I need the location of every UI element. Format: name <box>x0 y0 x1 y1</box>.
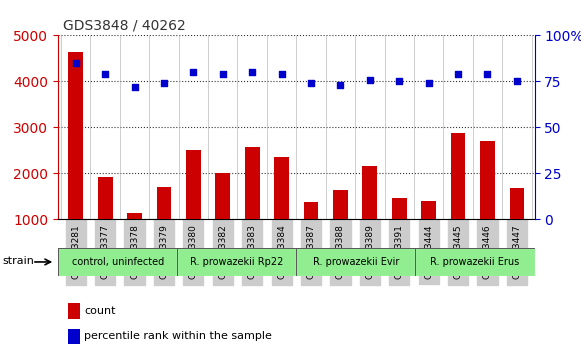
Bar <box>304 202 318 266</box>
Point <box>101 71 110 77</box>
Bar <box>186 149 200 266</box>
Text: R. prowazekii Evir: R. prowazekii Evir <box>313 257 399 267</box>
Bar <box>421 201 436 266</box>
Point <box>306 80 315 86</box>
Point <box>424 80 433 86</box>
Point <box>277 71 286 77</box>
Bar <box>67 329 80 344</box>
Point <box>159 80 168 86</box>
Bar <box>127 212 142 266</box>
Bar <box>333 190 348 266</box>
Bar <box>510 188 524 266</box>
Bar <box>245 147 260 266</box>
Bar <box>98 177 113 266</box>
Point <box>365 77 375 82</box>
Text: percentile rank within the sample: percentile rank within the sample <box>84 331 272 341</box>
FancyBboxPatch shape <box>415 248 535 276</box>
Bar <box>157 187 171 266</box>
Point <box>394 79 404 84</box>
Text: R. prowazekii Rp22: R. prowazekii Rp22 <box>190 257 284 267</box>
Text: strain: strain <box>3 256 35 266</box>
Bar <box>216 172 230 266</box>
Text: count: count <box>84 306 116 316</box>
Point <box>71 60 80 66</box>
Point <box>130 84 139 90</box>
Point <box>512 79 522 84</box>
Bar <box>451 133 465 266</box>
FancyBboxPatch shape <box>296 248 415 276</box>
Point <box>453 71 462 77</box>
Bar <box>363 166 377 266</box>
Bar <box>69 52 83 266</box>
Bar <box>274 157 289 266</box>
Text: GDS3848 / 40262: GDS3848 / 40262 <box>63 19 185 33</box>
Text: R. prowazekii Erus: R. prowazekii Erus <box>431 257 519 267</box>
Bar <box>480 141 495 266</box>
Point <box>189 69 198 75</box>
Point <box>248 69 257 75</box>
FancyBboxPatch shape <box>177 248 296 276</box>
Bar <box>392 198 407 266</box>
Point <box>336 82 345 88</box>
Point <box>483 71 492 77</box>
Text: control, uninfected: control, uninfected <box>71 257 164 267</box>
FancyBboxPatch shape <box>58 248 177 276</box>
Bar <box>67 303 80 319</box>
Point <box>218 71 227 77</box>
